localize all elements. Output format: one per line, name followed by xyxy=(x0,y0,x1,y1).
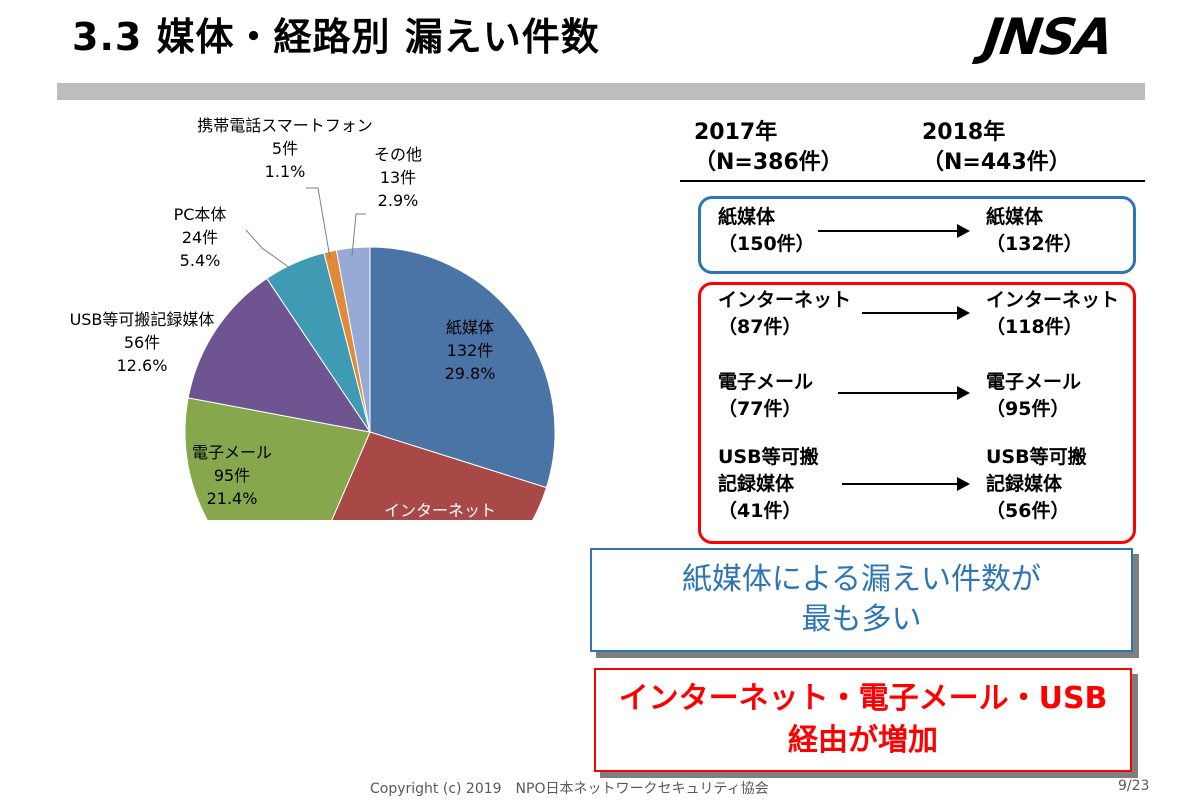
slice-percent-5: 1.1% xyxy=(265,162,306,181)
compare-2018-internet: インターネット （118件） xyxy=(986,289,1120,338)
arrow-icon xyxy=(842,477,970,491)
pie-slice-0 xyxy=(369,246,556,489)
compare-2017-email: 電子メール （77件） xyxy=(718,371,814,420)
pie-slice-2 xyxy=(184,397,371,520)
title-divider xyxy=(57,83,1145,100)
compare-2018-email: 電子メール （95件） xyxy=(986,371,1082,420)
header-rule xyxy=(680,180,1145,182)
slice-percent-3: 12.6% xyxy=(117,356,168,375)
year-2017-label: 2017年 xyxy=(694,120,778,145)
slice-count-3: 56件 xyxy=(124,333,160,352)
slice-name-2: 電子メール xyxy=(192,443,272,462)
compare-2017-usb: USB等可搬 記録媒体 （41件） xyxy=(718,446,819,522)
slice-name-6: その他 xyxy=(374,145,422,164)
slice-name-1: インターネット xyxy=(384,501,496,520)
slice-name-0: 紙媒体 xyxy=(446,318,494,337)
paper-comparison-box xyxy=(698,196,1136,274)
slice-count-5: 5件 xyxy=(272,139,298,158)
network-conclusion-line2: 経由が増加 xyxy=(788,723,938,758)
slice-percent-6: 2.9% xyxy=(378,191,419,210)
paper-conclusion-line1: 紙媒体による漏えい件数が xyxy=(681,562,1042,597)
compare-2017-paper: 紙媒体 （150件） xyxy=(718,206,815,255)
network-conclusion-line1: インターネット・電子メール・USB xyxy=(618,681,1108,716)
slice-count-0: 132件 xyxy=(447,341,494,360)
slice-percent-0: 29.8% xyxy=(445,364,496,383)
arrow-icon xyxy=(818,224,970,238)
leader-line-4 xyxy=(245,229,291,269)
slice-percent-2: 21.4% xyxy=(207,489,258,508)
slice-count-4: 24件 xyxy=(182,228,218,247)
year-2017-n: （N=386件） xyxy=(694,150,843,175)
year-2018-header: 2018年 （N=443件） xyxy=(922,118,1071,178)
paper-conclusion-callout: 紙媒体による漏えい件数が 最も多い xyxy=(590,548,1133,652)
slice-name-3: USB等可搬記録媒体 xyxy=(70,310,215,329)
compare-2018-usb: USB等可搬 記録媒体 （56件） xyxy=(986,446,1087,522)
page-title: 3.3 媒体・経路別 漏えい件数 xyxy=(72,15,600,59)
leader-line-6 xyxy=(351,213,366,257)
year-2018-label: 2018年 xyxy=(922,120,1006,145)
slice-count-6: 13件 xyxy=(380,168,416,187)
slice-percent-4: 5.4% xyxy=(180,251,221,270)
jnsa-logo: JNSA xyxy=(979,8,1116,66)
paper-conclusion-line2: 最も多い xyxy=(801,602,922,637)
year-2017-header: 2017年 （N=386件） xyxy=(694,118,843,178)
compare-2018-paper: 紙媒体 （132件） xyxy=(986,206,1083,255)
copyright-footer: Copyright (c) 2019 NPO日本ネットワークセキュリティ協会 xyxy=(370,781,769,797)
arrow-icon xyxy=(862,306,970,320)
pie-slice-3 xyxy=(187,277,372,433)
pie-slice-1 xyxy=(331,431,548,520)
slice-name-5: 携帯電話スマートフォン xyxy=(197,116,373,135)
slice-name-4: PC本体 xyxy=(174,205,227,224)
compare-2017-internet: インターネット （87件） xyxy=(718,289,852,338)
pie-chart: 紙媒体132件29.8%インターネット118件26.6%電子メール95件21.4… xyxy=(70,116,556,520)
year-2018-n: （N=443件） xyxy=(922,150,1071,175)
arrow-icon xyxy=(838,386,970,400)
leader-line-5 xyxy=(306,187,331,259)
network-conclusion-callout: インターネット・電子メール・USB 経由が増加 xyxy=(594,668,1132,772)
network-comparison-box xyxy=(698,282,1136,544)
slice-count-2: 95件 xyxy=(214,466,250,485)
page-number: 9/23 xyxy=(1118,778,1150,794)
